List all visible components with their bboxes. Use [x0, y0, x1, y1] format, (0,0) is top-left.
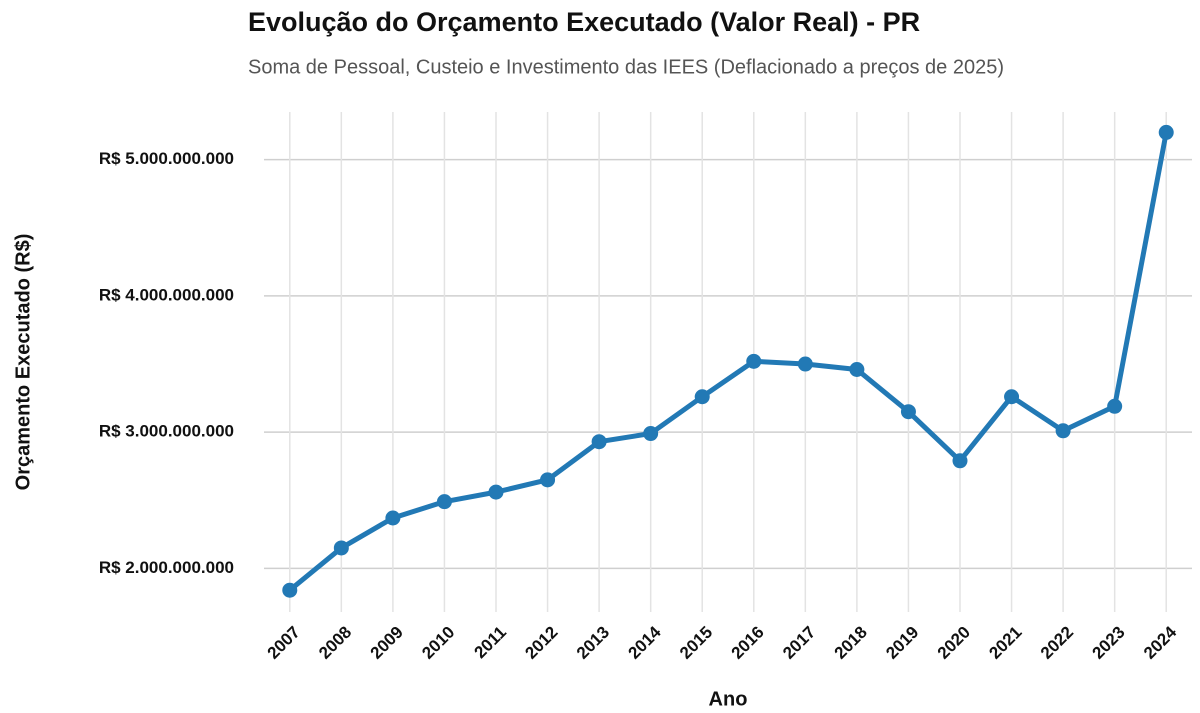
x-tick-label: 2012: [521, 623, 561, 663]
x-tick-label: 2018: [831, 623, 871, 663]
point: [540, 472, 556, 488]
x-tick-label: 2011: [470, 623, 510, 663]
y-tick-label: R$ 3.000.000.000: [99, 422, 234, 441]
x-tick-label: 2023: [1088, 623, 1128, 663]
line: [288, 131, 1169, 593]
point: [746, 353, 762, 369]
chart-title: Evolução do Orçamento Executado (Valor R…: [248, 7, 920, 37]
y-tick-label: R$ 4.000.000.000: [99, 285, 234, 304]
point: [385, 510, 401, 526]
y-tick-label: R$ 5.000.000.000: [99, 149, 234, 168]
point: [282, 582, 298, 598]
x-tick-label: 2014: [624, 622, 665, 663]
chart-subtitle: Soma de Pessoal, Custeio e Investimento …: [248, 56, 1004, 78]
y-axis-label: Orçamento Executado (R$): [12, 234, 34, 491]
point: [900, 404, 916, 420]
x-tick-label: 2017: [779, 623, 819, 663]
x-tick-label: 2024: [1140, 622, 1181, 663]
x-tick-label: 2015: [676, 623, 716, 663]
point: [797, 356, 813, 372]
x-tick-label: 2007: [264, 623, 304, 663]
x-axis-label: Ano: [709, 688, 748, 710]
point: [643, 426, 659, 442]
point: [1158, 124, 1174, 140]
point: [488, 484, 504, 500]
point: [1004, 389, 1020, 405]
x-tick-label: 2019: [882, 623, 922, 663]
x-tick-label: 2022: [1037, 623, 1077, 663]
point: [952, 453, 968, 469]
point: [1107, 398, 1123, 414]
point: [1055, 423, 1071, 439]
x-tick-label: 2010: [418, 623, 458, 663]
x-tick-label: 2016: [728, 623, 768, 663]
point: [591, 434, 607, 450]
x-tick-label: 2020: [934, 623, 974, 663]
y-tick-label: R$ 2.000.000.000: [99, 558, 234, 577]
x-tick-label: 2009: [367, 623, 407, 663]
point: [333, 540, 349, 556]
x-tick-label: 2008: [315, 623, 355, 663]
point: [849, 361, 865, 377]
point: [694, 389, 710, 405]
x-tick-label: 2013: [573, 623, 613, 663]
point: [436, 494, 452, 510]
x-tick-label: 2021: [985, 623, 1025, 663]
